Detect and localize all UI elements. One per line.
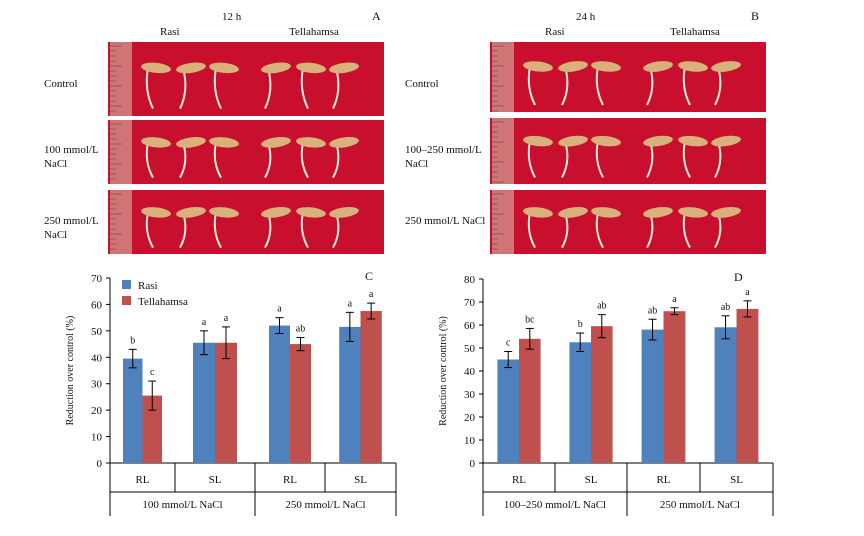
chart-d-category-label: SL: [730, 474, 743, 486]
chart-c-legend-swatch: [122, 296, 131, 305]
seedlings-illustration: [492, 42, 741, 112]
chart-c-significance-label: ab: [296, 323, 305, 334]
chart-c-significance-label: c: [150, 367, 155, 378]
chart-d-y-axis-label: Reduction over control (%): [438, 316, 449, 426]
chart-c-significance-label: a: [369, 289, 374, 300]
chart-c-bar-tellahamsa: [142, 395, 162, 463]
chart-c-bar-rasi: [339, 326, 361, 463]
chart-d-category-label: SL: [585, 474, 598, 486]
chart-d-group-label: 100–250 mmol/L NaCl: [504, 499, 606, 511]
seedlings-illustration: [492, 190, 741, 254]
chart-d-panel-letter: D: [734, 270, 743, 284]
chart-d-bar-rasi: [714, 327, 737, 463]
chart-d-y-tick-label: 20: [464, 412, 476, 424]
chart-d-significance-label: a: [745, 287, 750, 298]
seedlings-illustration: [110, 190, 359, 254]
chart-d-significance-label: ab: [648, 305, 657, 316]
chart-c-y-tick-label: 10: [91, 432, 103, 444]
chart-c-category-label: RL: [135, 474, 149, 486]
chart-c-y-tick-label: 60: [91, 299, 103, 311]
chart-d-bar-rasi: [641, 329, 664, 463]
panel-b-row-label-250: 250 mmol/L NaCl: [405, 215, 486, 227]
photo-a-100: [108, 120, 384, 184]
chart-c-bar-tellahamsa: [290, 344, 311, 463]
panel-a-cultivar-rasi: Rasi: [160, 26, 180, 38]
chart-c-significance-label: a: [224, 313, 229, 324]
panel-b-row-label-100-250: 100–250 mmol/L NaCl: [405, 144, 482, 170]
panel-a-row-label-control: Control: [44, 78, 78, 90]
chart-d-significance-label: c: [506, 337, 511, 348]
chart-c-y-tick-label: 0: [97, 458, 103, 470]
chart-c-significance-label: a: [202, 317, 207, 328]
chart-d-y-tick-label: 40: [464, 366, 476, 378]
chart-c-legend-label: Rasi: [138, 280, 158, 292]
chart-d-bar-tellahamsa: [519, 338, 541, 463]
chart-c-bar-rasi: [123, 358, 143, 463]
panel-a-time: 12 h: [222, 11, 242, 23]
photo-a-control: [108, 42, 384, 116]
chart-c-significance-label: b: [130, 335, 135, 346]
chart-c-bar-tellahamsa: [215, 342, 237, 463]
chart-d-significance-label: a: [672, 294, 677, 305]
photo-b-control: [490, 42, 766, 112]
chart-c-category-label: SL: [209, 474, 222, 486]
chart-d-bar-tellahamsa: [736, 308, 759, 463]
chart-c-y-tick-label: 30: [91, 379, 103, 391]
seedlings-illustration: [492, 118, 741, 184]
chart-c-group-label: 250 mmol/L NaCl: [285, 499, 365, 511]
panel-b-cultivar-rasi: Rasi: [545, 26, 565, 38]
chart-d-category-label: RL: [512, 474, 526, 486]
photo-a-250: [108, 190, 384, 254]
seedlings-illustration: [110, 120, 359, 184]
panel-b-time: 24 h: [576, 11, 596, 23]
panel-b-letter: B: [751, 9, 760, 23]
chart-c-y-tick-label: 50: [91, 326, 103, 338]
chart-d-y-tick-label: 80: [464, 274, 476, 286]
chart-d-y-tick-label: 60: [464, 320, 476, 332]
chart-c-y-tick-label: 20: [91, 405, 103, 417]
chart-d-y-tick-label: 30: [464, 389, 476, 401]
chart-d-bar-tellahamsa: [591, 326, 613, 463]
panel-a-letter: A: [372, 9, 381, 23]
chart-d-significance-label: ab: [597, 301, 606, 312]
chart-d-significance-label: bc: [525, 314, 535, 325]
chart-c-y-tick-label: 40: [91, 352, 103, 364]
chart-c-bar-tellahamsa: [360, 311, 382, 463]
panel-b-cultivar-tellahamsa: Tellahamsa: [670, 26, 720, 38]
chart-d-y-tick-label: 10: [464, 435, 476, 447]
chart-d-bar-rasi: [569, 342, 591, 463]
chart-c-category-label: RL: [283, 474, 297, 486]
chart-c-group-label: 100 mmol/L NaCl: [142, 499, 222, 511]
photo-b-100-250: [490, 118, 766, 184]
panel-b-row-label-control: Control: [405, 78, 439, 90]
panel-a-cultivar-tellahamsa: Tellahamsa: [289, 26, 339, 38]
chart-d-y-tick-label: 0: [470, 458, 476, 470]
chart-c-legend-label: Tellahamsa: [138, 296, 188, 308]
chart-c-bar-rasi: [269, 325, 290, 463]
chart-c-bar-rasi: [193, 342, 215, 463]
chart-c-significance-label: a: [348, 298, 353, 309]
chart-d-significance-label: b: [578, 319, 583, 330]
chart-c-significance-label: a: [277, 304, 282, 315]
photo-b-250: [490, 190, 766, 254]
chart-c-y-tick-label: 70: [91, 273, 103, 285]
chart-c-category-label: SL: [354, 474, 367, 486]
seedlings-illustration: [110, 42, 359, 116]
chart-d-bar-rasi: [497, 359, 519, 463]
chart-c-y-axis-label: Reduction over control (%): [65, 316, 76, 426]
chart-d-group-label: 250 mmol/L NaCl: [660, 499, 740, 511]
chart-d-category-label: RL: [656, 474, 670, 486]
chart-d-bar-tellahamsa: [663, 311, 686, 463]
chart-d-y-tick-label: 70: [464, 297, 476, 309]
chart-d-y-tick-label: 50: [464, 343, 476, 355]
panel-a-row-label-250: 250 mmol/L NaCl: [44, 215, 99, 241]
chart-c-legend-swatch: [122, 280, 131, 289]
panel-a-row-label-100: 100 mmol/L NaCl: [44, 144, 99, 170]
chart-d-significance-label: ab: [721, 302, 730, 313]
chart-c-panel-letter: C: [365, 269, 373, 283]
